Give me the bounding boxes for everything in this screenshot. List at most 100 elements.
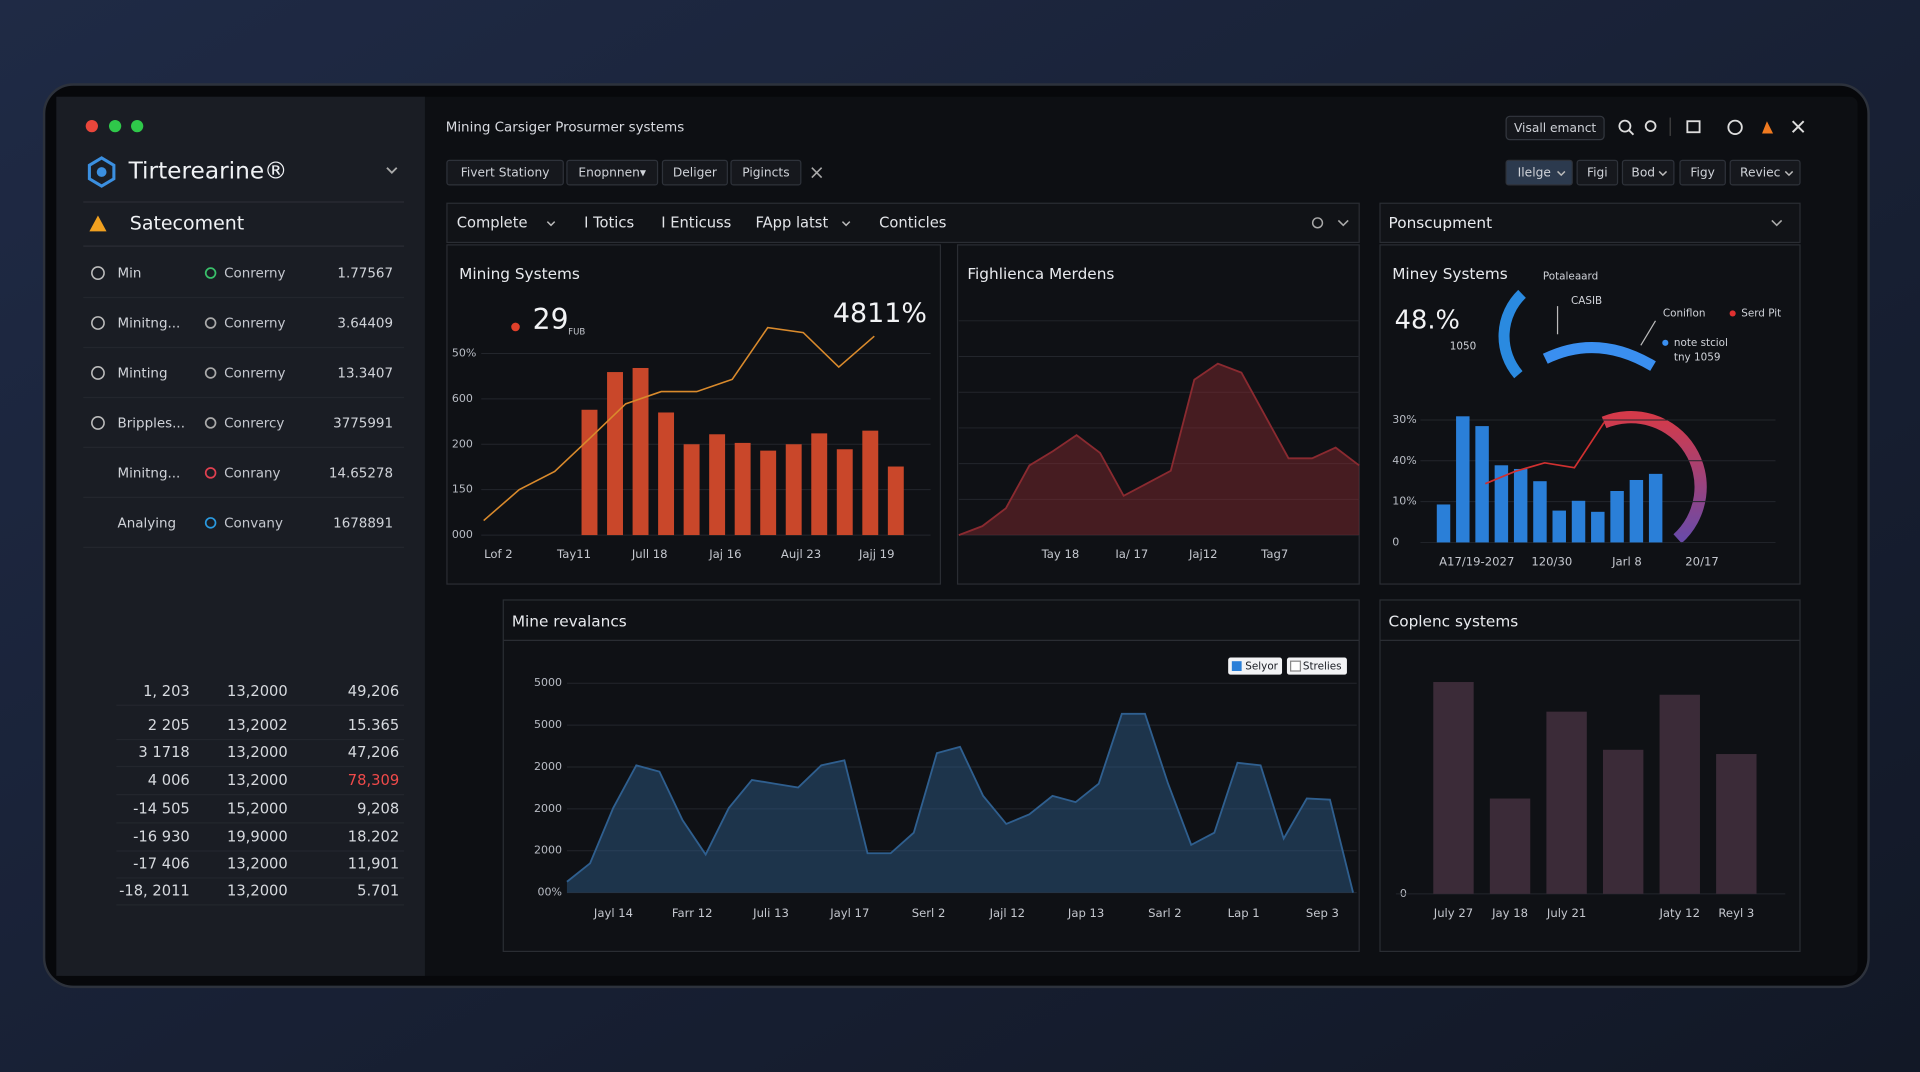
chevron[interactable] — [1784, 170, 1794, 177]
y-tick-label: 00% — [538, 886, 562, 899]
filter-label: Figi — [1587, 166, 1608, 180]
legend-label: Strelies — [1303, 661, 1342, 673]
y-tick-label: 600 — [452, 392, 473, 405]
item-name: Minitng... — [118, 466, 181, 481]
item-name: Minting — [118, 367, 168, 382]
table-cell: 11,901 — [348, 855, 399, 872]
bar — [683, 444, 700, 536]
bar — [811, 433, 828, 536]
x-tick-label: Juli 13 — [752, 906, 789, 920]
table-cell: 15,2000 — [227, 800, 288, 817]
share-icon[interactable] — [1686, 120, 1701, 134]
y-tick-label: 0 — [1392, 535, 1399, 548]
chevron[interactable] — [1557, 170, 1566, 177]
x-tick-label: Jaty 12 — [1659, 906, 1700, 920]
filter-label: Figy — [1690, 166, 1715, 180]
filter-label: Bod — [1631, 166, 1655, 180]
filter-button[interactable] — [1576, 159, 1619, 186]
x-tick-label: Jaj12 — [1188, 547, 1218, 561]
table-cell: 47,206 — [348, 744, 399, 761]
chevron[interactable] — [841, 221, 851, 227]
table-cell: 15.365 — [348, 717, 399, 734]
x-tick-label: Tay11 — [556, 547, 591, 561]
item-type: Conrerny — [224, 367, 285, 382]
brand: Tirterearine® — [128, 158, 288, 185]
filter-button[interactable] — [1729, 159, 1801, 186]
note: tny 1059 — [1674, 352, 1721, 364]
item-icon — [91, 416, 105, 430]
sidebar — [56, 96, 425, 976]
panel-title: Mining Systems — [459, 265, 580, 283]
item-value: 13.3407 — [337, 367, 393, 382]
y-tick-label: 5000 — [534, 676, 562, 689]
type-icon — [204, 267, 217, 279]
bar — [1659, 694, 1700, 894]
tab[interactable] — [566, 159, 659, 186]
x-tick-label: Jay 18 — [1491, 906, 1528, 920]
item-icon — [91, 266, 105, 280]
close-dot[interactable] — [85, 119, 98, 133]
panel-title: Miney Systems — [1392, 265, 1508, 283]
brand-icon — [87, 156, 116, 188]
bar — [1489, 798, 1531, 894]
filter-button[interactable] — [1621, 159, 1675, 186]
y-tick-label: 2000 — [534, 760, 562, 773]
item-value: 3.64409 — [337, 317, 393, 332]
chevron[interactable] — [546, 221, 556, 227]
info-icon[interactable] — [1727, 119, 1743, 135]
item-type: Conrany — [224, 466, 280, 481]
item-type: Conrerny — [224, 317, 285, 332]
chevron[interactable] — [386, 167, 398, 174]
x-tick-label: Lap 1 — [1228, 906, 1260, 920]
item-value: 1678891 — [333, 516, 393, 531]
min-dot[interactable] — [108, 119, 122, 133]
bar — [1629, 479, 1644, 543]
chevron[interactable] — [1658, 170, 1668, 177]
filter-item: Complete — [457, 214, 528, 231]
type-icon — [204, 467, 217, 479]
bar — [1552, 510, 1566, 543]
table-cell: 13,2000 — [227, 744, 288, 761]
bar — [785, 444, 802, 536]
tab[interactable] — [661, 159, 728, 186]
y-tick-label: 200 — [452, 437, 473, 450]
search-icon[interactable] — [1618, 119, 1632, 133]
item-value: 1.77567 — [337, 267, 393, 282]
max-dot[interactable] — [131, 119, 144, 133]
area-line — [566, 712, 1354, 893]
x-tick-label: July 27 — [1433, 906, 1473, 920]
bar — [632, 367, 649, 536]
filter-button[interactable] — [1679, 159, 1726, 186]
refresh-icon[interactable] — [1311, 217, 1324, 229]
x-tick-label: Tay 18 — [1041, 547, 1080, 561]
item-name: Minitng... — [118, 317, 181, 332]
filter-button[interactable] — [1505, 159, 1573, 186]
tab[interactable] — [730, 159, 802, 186]
legend-label: Selyor — [1245, 661, 1278, 673]
x-tick-label: Tag7 — [1260, 547, 1288, 561]
chevron[interactable] — [1771, 219, 1783, 227]
alert-icon[interactable] — [1762, 121, 1774, 134]
settings-icon[interactable] — [1644, 120, 1657, 132]
tab-close-icon[interactable] — [811, 167, 823, 179]
tab[interactable] — [446, 159, 564, 186]
x-tick-label: Farr 12 — [672, 906, 713, 920]
y-tick-label: 40% — [1392, 454, 1416, 467]
table-cell: 13,2000 — [227, 683, 288, 700]
panel-title: Fighlienca Merdens — [967, 265, 1114, 283]
table-cell: 3 1718 — [138, 744, 189, 761]
x-tick-label: Reyl 3 — [1718, 906, 1754, 920]
chevron[interactable] — [1337, 219, 1349, 227]
filter-item: I Totics — [584, 214, 634, 231]
item-type: Convany — [224, 516, 283, 531]
action-button[interactable] — [1505, 115, 1605, 141]
bar — [581, 409, 598, 536]
bar — [1433, 682, 1474, 894]
panel-header — [1379, 202, 1801, 244]
y-tick-label: 5000 — [534, 718, 562, 731]
legend-box[interactable] — [1286, 657, 1347, 675]
item-name: Bripples... — [118, 417, 185, 432]
filter-bar — [446, 202, 1360, 244]
headline-dot — [511, 322, 520, 332]
close-icon[interactable] — [1791, 120, 1805, 133]
